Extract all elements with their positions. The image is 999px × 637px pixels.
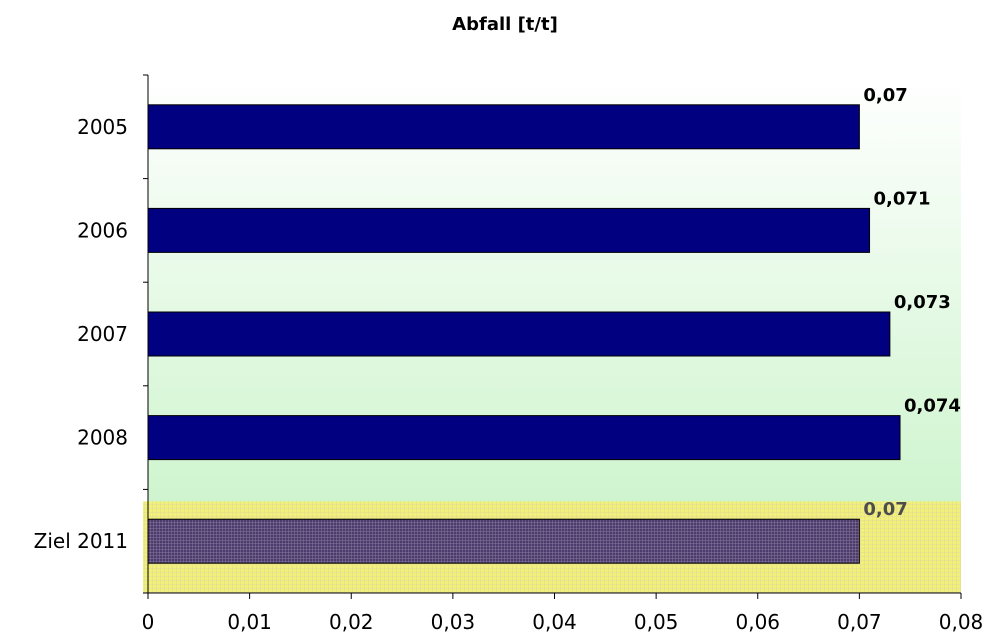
chart-title: Abfall [t/t]	[452, 14, 558, 35]
x-tick-label: 0	[142, 610, 155, 634]
data-label-2008: 0,074	[904, 396, 961, 417]
data-label-2005: 0,07	[863, 85, 907, 106]
category-label-2007: 2007	[77, 322, 128, 346]
category-label-2008: 2008	[77, 426, 128, 450]
bar-ziel-2011	[148, 519, 859, 563]
x-tick-label: 0,03	[431, 610, 476, 634]
x-tick-label: 0,01	[227, 610, 272, 634]
category-label-2006: 2006	[77, 218, 128, 242]
x-tick-label: 0,05	[634, 610, 679, 634]
bar-2007	[148, 312, 890, 356]
x-tick-label: 0,07	[837, 610, 882, 634]
bar-2006	[148, 208, 870, 252]
x-tick-label: 0,08	[939, 610, 984, 634]
category-label-2005: 2005	[77, 115, 128, 139]
x-tick-label: 0,02	[329, 610, 374, 634]
data-label-2007: 0,073	[894, 292, 951, 313]
data-label-ziel-2011: 0,07	[863, 499, 907, 520]
x-tick-label: 0,04	[532, 610, 577, 634]
data-label-2006: 0,071	[874, 188, 931, 209]
category-label-ziel-2011: Ziel 2011	[34, 529, 128, 553]
bar-2008	[148, 416, 900, 460]
bar-2005	[148, 105, 859, 149]
x-tick-label: 0,06	[735, 610, 780, 634]
